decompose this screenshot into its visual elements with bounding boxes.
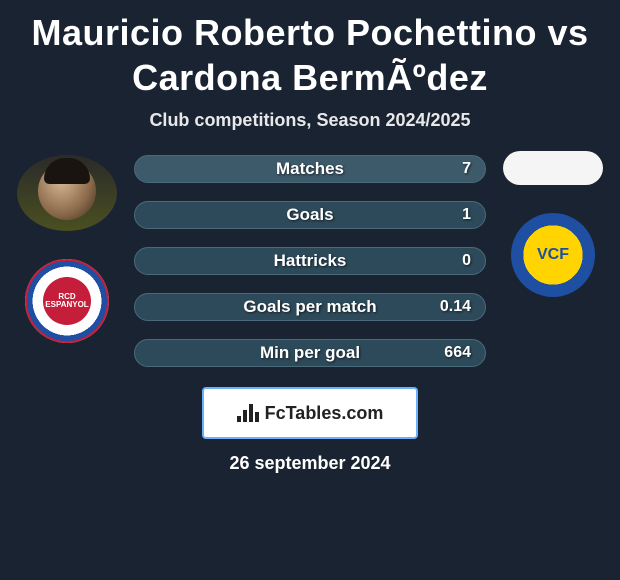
stat-row-goals: Goals 1 (134, 201, 486, 229)
comparison-card: Mauricio Roberto Pochettino vs Cardona B… (0, 0, 620, 474)
player-avatar-right-placeholder (503, 151, 603, 185)
stat-label: Goals per match (243, 297, 376, 317)
right-column: VCF (498, 149, 608, 297)
stat-label: Hattricks (274, 251, 347, 271)
player-avatar-left (17, 155, 117, 231)
stat-label: Min per goal (260, 343, 360, 363)
club-badge-espanyol-label: RCD ESPANYOL (43, 277, 91, 325)
bar-chart-icon (237, 404, 259, 422)
stat-row-min-per-goal: Min per goal 664 (134, 339, 486, 367)
left-column: RCD ESPANYOL (12, 149, 122, 343)
stats-column: Matches 7 Goals 1 Hattricks 0 Goals per … (122, 149, 498, 367)
page-title: Mauricio Roberto Pochettino vs Cardona B… (8, 10, 612, 100)
stat-row-hattricks: Hattricks 0 (134, 247, 486, 275)
brand-box[interactable]: FcTables.com (202, 387, 418, 439)
stat-value: 664 (444, 344, 471, 362)
stat-value: 0 (462, 252, 471, 270)
brand-label: FcTables.com (265, 403, 384, 424)
stat-value: 1 (462, 206, 471, 224)
club-badge-villarreal: VCF (511, 213, 595, 297)
stat-row-goals-per-match: Goals per match 0.14 (134, 293, 486, 321)
club-badge-villarreal-label: VCF (528, 230, 578, 280)
stat-label: Goals (286, 205, 333, 225)
stat-row-matches: Matches 7 (134, 155, 486, 183)
stat-value: 7 (462, 160, 471, 178)
subtitle: Club competitions, Season 2024/2025 (149, 110, 470, 131)
stat-label: Matches (276, 159, 344, 179)
stat-value: 0.14 (440, 298, 471, 316)
date-text: 26 september 2024 (229, 453, 390, 474)
avatar-hair-icon (44, 158, 90, 184)
club-badge-espanyol: RCD ESPANYOL (25, 259, 109, 343)
avatar-head-icon (38, 162, 96, 220)
main-row: RCD ESPANYOL Matches 7 Goals 1 Hattricks… (8, 149, 612, 367)
